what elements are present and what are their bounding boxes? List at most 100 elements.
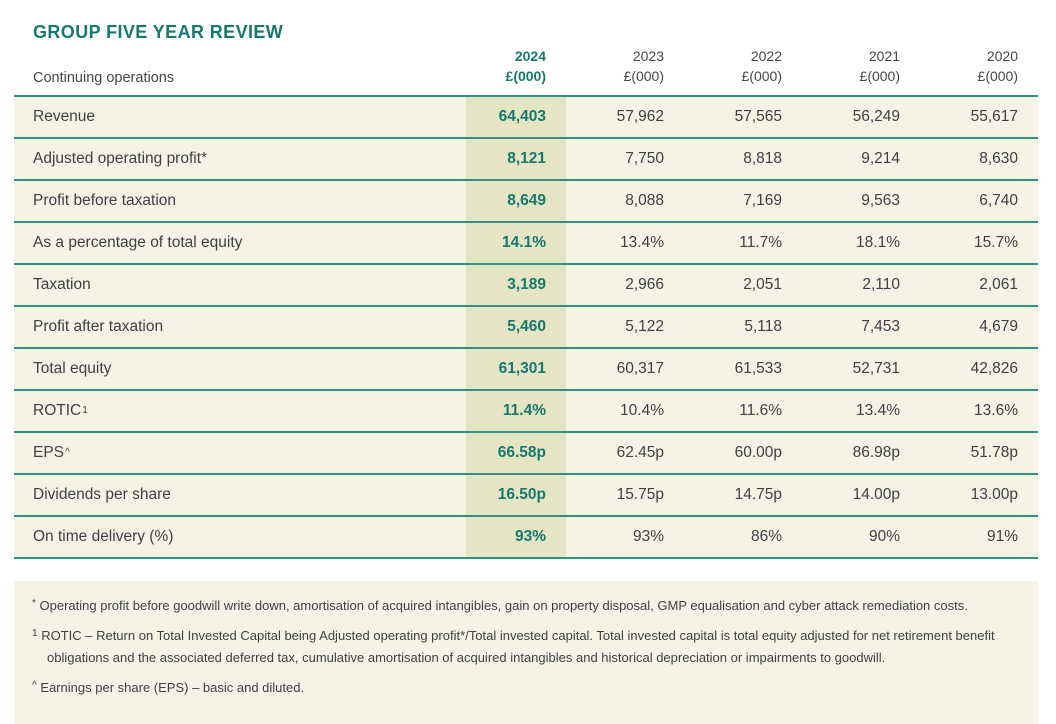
cell-value-2024: 61,301 (466, 349, 566, 389)
column-year: 2024 (514, 48, 546, 64)
row-label-text: On time delivery (%) (33, 528, 174, 545)
column-year: 2023 (632, 48, 664, 64)
row-label-text: Revenue (33, 108, 96, 125)
cell-value-2023: 10.4% (620, 402, 664, 419)
column-year: 2021 (868, 48, 900, 64)
table-row: Total equity 61,301 60,317 61,533 52,731 42,8… (14, 347, 1038, 389)
footnote: 1 ROTIC – Return on Total Invested Capit… (32, 623, 1014, 669)
cell-value-2020: 8,630 (979, 150, 1018, 167)
cell-value-2020: 6,740 (979, 192, 1018, 209)
cell-value-2020: 15.7% (974, 234, 1018, 251)
row-label: Dividends per share (14, 475, 466, 515)
table-row: On time delivery (%) 93% 93% 86% 90% 91% (14, 515, 1038, 557)
footnote-text: ROTIC – Return on Total Invested Capital… (41, 628, 995, 665)
row-label-text: Taxation (33, 276, 91, 293)
continuing-operations-label: Continuing operations (33, 70, 175, 86)
cell-value-2024: 11.4% (466, 391, 566, 431)
cell-value-2021: 56,249 (852, 108, 900, 125)
cell-value-2020: 4,679 (979, 318, 1018, 335)
column-unit: £(000) (977, 68, 1018, 84)
cell-value-2024: 8,121 (466, 139, 566, 179)
row-label: Profit after taxation (14, 307, 466, 347)
cell-value-2021: 90% (868, 528, 900, 545)
row-label: Revenue (14, 97, 466, 137)
footnote-marker: ^ (32, 680, 37, 691)
cell-value-2022: 60.00p (734, 444, 782, 461)
table-row: Profit before taxation 8,649 8,088 7,169 9,5… (14, 179, 1038, 221)
footnote: * Operating profit before goodwill write… (32, 593, 1014, 617)
footnote-marker: 1 (32, 628, 38, 639)
cell-value-2022: 8,818 (743, 150, 782, 167)
table-row: Adjusted operating profit* 8,121 7,750 8,81… (14, 137, 1038, 179)
column-header-2023: 2023 £(000) (566, 46, 684, 95)
table-row: As a percentage of total equity 14.1% 13.4… (14, 221, 1038, 263)
cell-value-2024: 93% (466, 517, 566, 557)
cell-value-2022: 5,118 (744, 318, 782, 335)
table-header-row: Continuing operations 2024 £(000) 2023 £(00… (14, 40, 1038, 95)
row-label-text: Dividends per share (33, 486, 171, 503)
cell-value-2021: 14.00p (852, 486, 900, 503)
cell-value-2024: 8,649 (466, 181, 566, 221)
cell-value-2023: 7,750 (625, 150, 664, 167)
cell-value-2024: 66.58p (466, 433, 566, 473)
cell-value-2023: 57,962 (616, 108, 664, 125)
column-header-2021: 2021 £(000) (802, 46, 920, 95)
cell-value-2024: 14.1% (466, 223, 566, 263)
cell-value-2023: 15.75p (616, 486, 664, 503)
row-label: On time delivery (%) (14, 517, 466, 557)
cell-value-2023: 60,317 (616, 360, 664, 377)
row-label-text: Total equity (33, 360, 112, 377)
cell-value-2021: 18.1% (856, 234, 900, 251)
cell-value-2022: 61,533 (734, 360, 782, 377)
cell-value-2020: 13.6% (974, 402, 1018, 419)
cell-value-2021: 52,731 (852, 360, 900, 377)
row-label-text: EPS (33, 444, 65, 461)
column-year: 2022 (750, 48, 782, 64)
column-header-2024: 2024 £(000) (466, 46, 566, 95)
row-label-text: Profit after taxation (33, 318, 164, 335)
footnotes: * Operating profit before goodwill write… (14, 581, 1038, 724)
cell-value-2020: 42,826 (970, 360, 1018, 377)
table-row: Dividends per share 16.50p 15.75p 14.75p 14.… (14, 473, 1038, 515)
cell-value-2020: 2,061 (979, 276, 1018, 293)
row-label-text: Adjusted operating profit* (33, 150, 208, 167)
row-label: ROTIC 1 (33, 402, 88, 419)
column-unit: £(000) (623, 68, 664, 84)
footnote-marker: * (32, 598, 36, 609)
cell-value-2024: 3,189 (466, 265, 566, 305)
row-label: EPS ^ (33, 444, 70, 461)
cell-value-2021: 13.4% (856, 402, 900, 419)
column-header-2022: 2022 £(000) (684, 46, 802, 95)
cell-value-2022: 11.6% (739, 402, 782, 419)
cell-value-2021: 86.98p (852, 444, 900, 461)
cell-value-2023: 93% (632, 528, 664, 545)
cell-value-2024: 64,403 (466, 97, 566, 137)
cell-value-2024: 16.50p (466, 475, 566, 515)
cell-value-2023: 2,966 (625, 276, 664, 293)
cell-value-2022: 14.75p (734, 486, 782, 503)
column-unit: £(000) (505, 68, 546, 84)
table-row: Profit after taxation 5,460 5,122 5,118 7,45… (14, 305, 1038, 347)
cell-value-2023: 62.45p (616, 444, 664, 461)
column-unit: £(000) (741, 68, 782, 84)
row-label: Adjusted operating profit* (14, 139, 466, 179)
cell-value-2020: 51.78p (970, 444, 1018, 461)
cell-value-2023: 8,088 (625, 192, 664, 209)
row-label: Total equity (14, 349, 466, 389)
column-year: 2020 (986, 48, 1018, 64)
table-row: EPS ^ 66.58p 62.45p 60.00p 86.98p 51.78p (14, 431, 1038, 473)
row-label: As a percentage of total equity (14, 223, 466, 263)
cell-value-2022: 57,565 (734, 108, 782, 125)
footnote-text: Earnings per share (EPS) – basic and dil… (40, 680, 305, 695)
cell-value-2021: 7,453 (861, 318, 900, 335)
cell-value-2022: 2,051 (743, 276, 782, 293)
cell-value-2022: 7,169 (743, 192, 782, 209)
row-label-text: Profit before taxation (33, 192, 177, 209)
cell-value-2021: 9,214 (861, 150, 900, 167)
cell-value-2024: 5,460 (466, 307, 566, 347)
five-year-table-body: Revenue 64,403 57,962 57,565 56,249 55,617 Adj… (14, 95, 1038, 559)
cell-value-2022: 86% (750, 528, 782, 545)
row-label: Profit before taxation (14, 181, 466, 221)
cell-value-2020: 13.00p (970, 486, 1018, 503)
cell-value-2023: 5,122 (625, 318, 664, 335)
